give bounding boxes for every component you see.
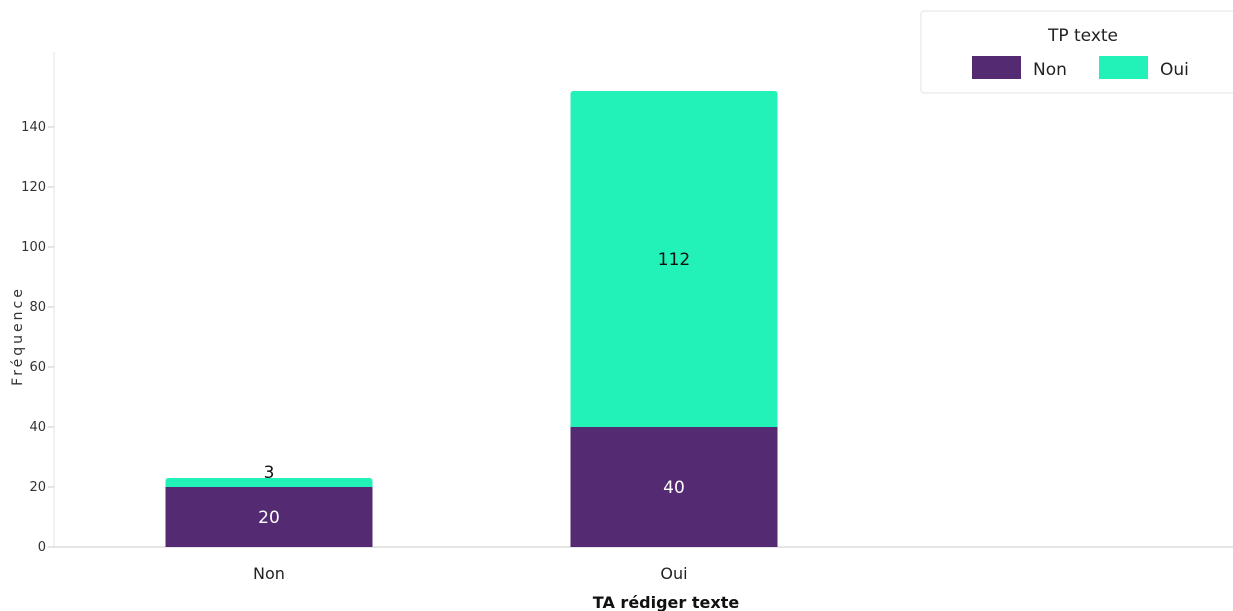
legend-box xyxy=(920,10,1233,94)
bar-segment-oui-oui xyxy=(570,91,778,427)
bar-segment-oui-non xyxy=(570,427,778,547)
y-tick-label: 60 xyxy=(29,360,46,375)
data-label: 20 xyxy=(258,508,280,528)
y-tick-label: 80 xyxy=(29,300,46,315)
x-tick-label: Oui xyxy=(660,564,687,583)
y-tick-label: 40 xyxy=(29,420,46,435)
y-axis-title: Fréquence xyxy=(10,286,26,386)
data-label: 3 xyxy=(264,463,275,483)
data-label: 112 xyxy=(658,250,690,270)
bar-segment-non-non xyxy=(165,487,373,547)
legend-label-oui: Oui xyxy=(1160,60,1189,80)
legend-title: TP texte xyxy=(1047,26,1118,46)
y-tick-label: 120 xyxy=(21,180,46,195)
bars xyxy=(165,91,778,547)
legend-label-non: Non xyxy=(1033,60,1067,80)
bar-segment-non-oui xyxy=(165,478,373,487)
y-tick-label: 140 xyxy=(21,120,46,135)
x-axis: Non Oui xyxy=(54,546,1233,583)
y-tick-label: 100 xyxy=(21,240,46,255)
x-axis-title: TA rédiger texte xyxy=(593,593,740,611)
data-labels: 20 3 40 112 xyxy=(258,250,690,528)
legend-swatch-non xyxy=(972,56,1021,79)
data-label: 40 xyxy=(663,478,685,498)
y-tick-label: 20 xyxy=(29,480,46,495)
x-tick-label: Non xyxy=(253,564,285,583)
legend-swatch-oui xyxy=(1099,56,1148,79)
y-axis: 0 20 40 60 80 100 120 140 xyxy=(21,52,55,555)
legend: TP texte Non Oui xyxy=(920,10,1233,94)
y-tick-label: 0 xyxy=(38,540,46,555)
